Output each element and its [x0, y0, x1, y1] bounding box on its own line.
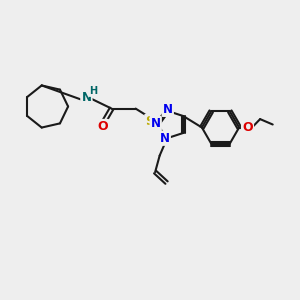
Text: H: H	[89, 86, 97, 96]
Text: O: O	[242, 121, 253, 134]
Text: N: N	[151, 117, 161, 130]
Text: N: N	[81, 91, 92, 104]
Text: O: O	[97, 120, 108, 133]
Text: N: N	[160, 132, 170, 145]
Text: S: S	[146, 115, 154, 128]
Text: N: N	[163, 103, 173, 116]
